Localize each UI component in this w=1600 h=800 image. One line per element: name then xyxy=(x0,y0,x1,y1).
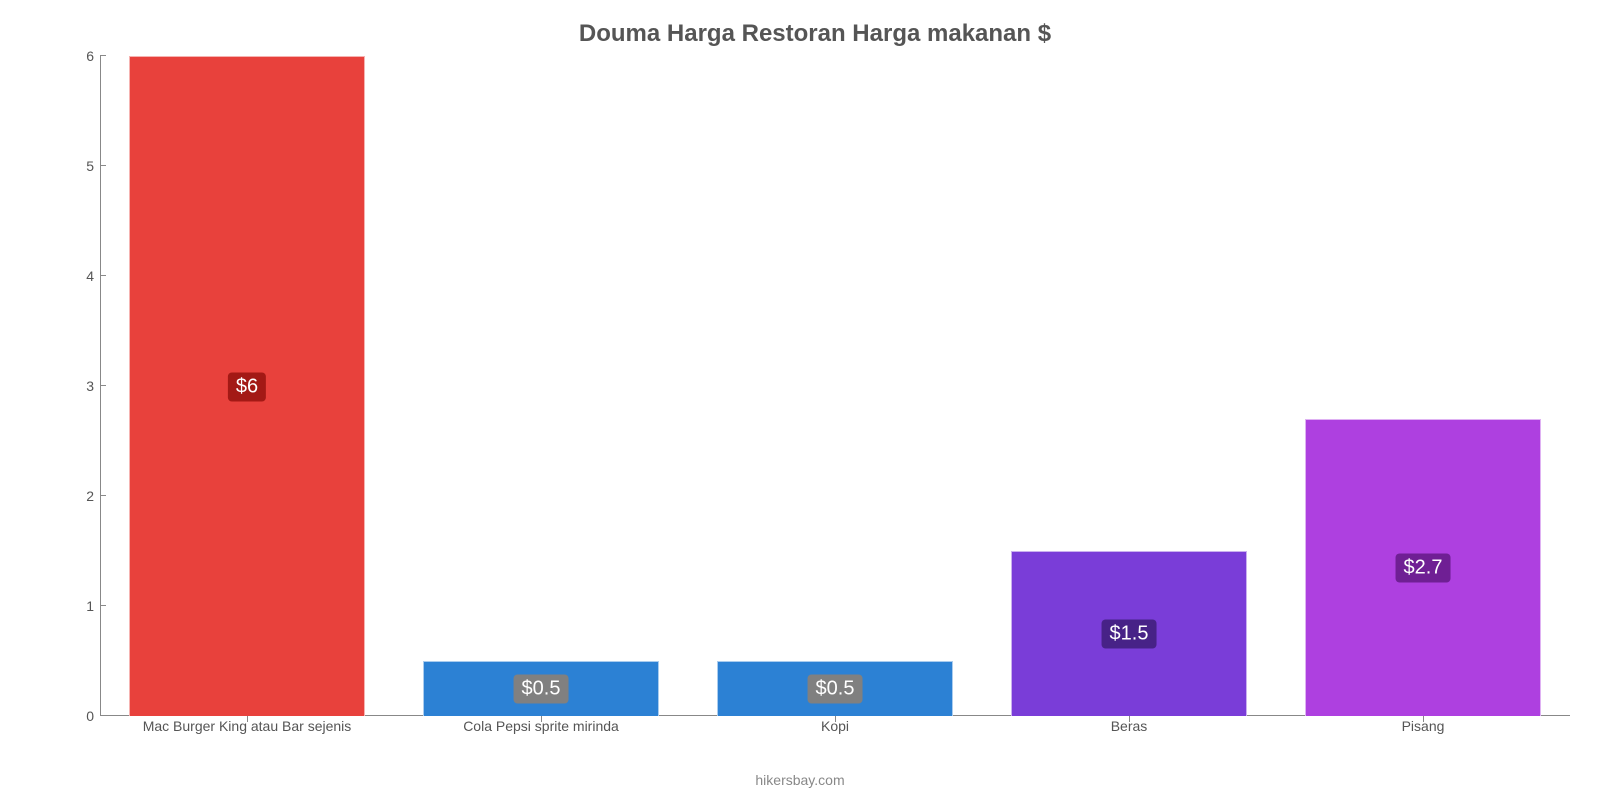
bar-slot: $2.7 xyxy=(1276,56,1570,716)
y-tick-label: 1 xyxy=(86,598,94,614)
x-axis-label: Kopi xyxy=(821,718,849,734)
bar-slot: $1.5 xyxy=(982,56,1276,716)
bar-block: $1.5 xyxy=(982,56,1276,716)
bar-block: $0.5 xyxy=(688,56,982,716)
bar-value-label: $1.5 xyxy=(1102,620,1157,649)
bars-area: $6 $0.5 $0.5 $1.5 $2.7 xyxy=(100,56,1570,716)
chart-source: hikersbay.com xyxy=(0,772,1600,788)
x-axis-label: Beras xyxy=(1111,718,1148,734)
bar: $6 xyxy=(129,56,364,716)
bar: $0.5 xyxy=(423,661,658,716)
bar-value-label: $6 xyxy=(228,372,266,401)
bar: $2.7 xyxy=(1305,419,1540,716)
bar: $1.5 xyxy=(1011,551,1246,716)
price-bar-chart: Douma Harga Restoran Harga makanan $ 0 1 2… xyxy=(0,0,1600,800)
bar: $0.5 xyxy=(717,661,952,716)
bar-slot: $0.5 xyxy=(394,56,688,716)
x-axis-labels: Mac Burger King atau Bar sejenis Cola Pep… xyxy=(100,718,1570,738)
bar-value-label: $0.5 xyxy=(808,675,863,704)
y-tick-label: 2 xyxy=(86,488,94,504)
y-tick-label: 3 xyxy=(86,378,94,394)
chart-title: Douma Harga Restoran Harga makanan $ xyxy=(60,20,1570,48)
x-axis-label: Mac Burger King atau Bar sejenis xyxy=(143,718,352,734)
bar-block: $0.5 xyxy=(394,56,688,716)
bar-slot: $6 xyxy=(100,56,394,716)
plot-area: 0123456 $6$0.5$0.5$1.5$2.7 Mac Burger Ki… xyxy=(60,56,1570,716)
y-tick-label: 5 xyxy=(86,158,94,174)
x-axis-label: Cola Pepsi sprite mirinda xyxy=(463,718,619,734)
bar-block: $2.7 xyxy=(1276,56,1570,716)
bar-value-label: $0.5 xyxy=(514,675,569,704)
x-axis-label: Pisang xyxy=(1402,718,1445,734)
bar-slot: $0.5 xyxy=(688,56,982,716)
y-tick-label: 4 xyxy=(86,268,94,284)
bar-value-label: $2.7 xyxy=(1396,554,1451,583)
y-tick-label: 6 xyxy=(86,48,94,64)
bar-block: $6 xyxy=(100,56,394,716)
y-tick-label: 0 xyxy=(86,708,94,724)
y-axis: 0123456 xyxy=(60,56,100,716)
